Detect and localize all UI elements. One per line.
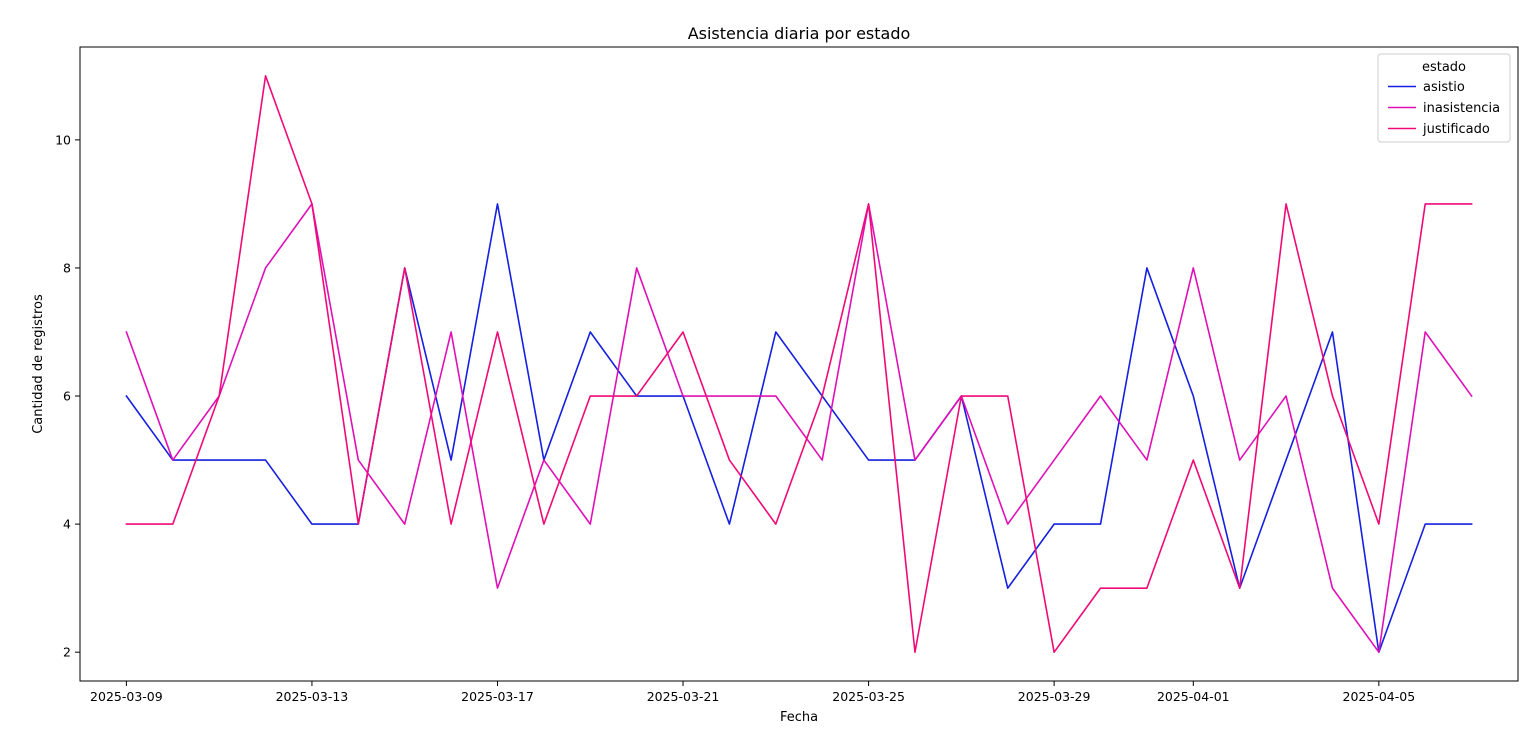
x-tick-label: 2025-03-25 [832,689,905,704]
y-axis-ticks: 2 4 6 8 10 [55,132,80,660]
x-axis-label: Fecha [780,710,818,725]
series-line-asistio [125,203,1473,653]
y-tick-label: 2 [63,645,71,660]
y-tick-label: 4 [63,517,71,532]
chart-title: Asistencia diaria por estado [688,24,911,43]
x-tick-label: 2025-03-13 [276,689,349,704]
x-tick-label: 2025-03-17 [461,689,534,704]
x-axis-ticks: 2025-03-09 2025-03-13 2025-03-17 2025-03-21… [90,681,1415,704]
x-tick-label: 2025-03-21 [647,689,720,704]
x-tick-label: 2025-04-01 [1157,689,1230,704]
y-tick-label: 6 [63,389,71,404]
legend-title: estado [1422,60,1466,75]
x-tick-label: 2025-03-29 [1018,689,1091,704]
x-tick-label: 2025-03-09 [90,689,163,704]
series-line-justificado [125,75,1473,653]
legend-label-inasistencia: inasistencia [1423,101,1500,116]
legend-label-justificado: justificado [1422,122,1490,137]
legend: estado asistio inasistencia justificado [1377,53,1511,143]
series-line-inasistencia [125,203,1473,653]
y-axis-label: Cantidad de registros [31,294,46,434]
series-lines [125,75,1473,653]
y-tick-label: 10 [55,132,71,147]
legend-label-asistio: asistio [1423,80,1465,95]
legend-box [1377,53,1511,143]
y-tick-label: 8 [63,260,71,275]
plot-frame [79,46,1519,682]
x-tick-label: 2025-04-05 [1343,689,1416,704]
